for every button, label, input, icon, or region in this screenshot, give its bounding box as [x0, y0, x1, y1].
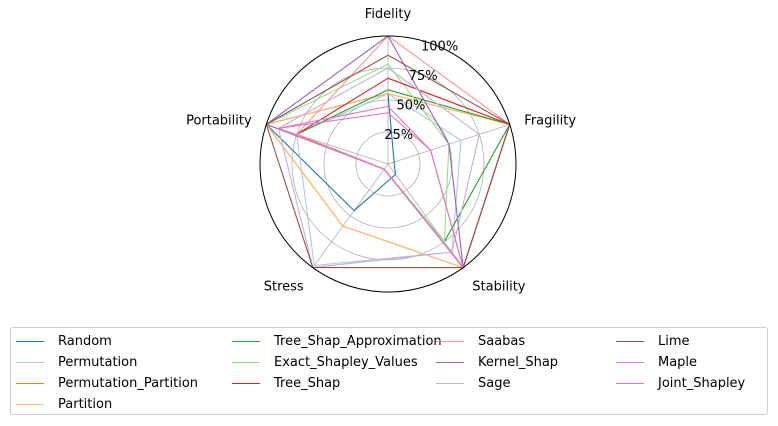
legend-entry: Joint_Shapley	[616, 373, 745, 393]
legend-entry: Saabas	[436, 331, 525, 351]
axis-label: Fidelity	[365, 7, 412, 22]
legend-swatch	[232, 382, 260, 384]
legend-label: Permutation_Partition	[58, 375, 199, 391]
radial-tick-label: 100%	[421, 39, 458, 54]
legend-swatch	[616, 340, 644, 342]
axis-label: Fragility	[524, 113, 576, 128]
legend-label: Kernel_Shap	[478, 354, 559, 370]
legend-swatch	[436, 340, 464, 342]
series-line	[264, 63, 450, 244]
series-line	[295, 35, 511, 269]
legend-label: Lime	[658, 333, 690, 349]
legend-swatch	[436, 361, 464, 363]
legend-entry: Sage	[436, 373, 510, 393]
legend-swatch	[616, 361, 644, 363]
legend-label: Maple	[658, 354, 698, 370]
axis-spokes	[266, 36, 510, 268]
radar-chart: Fidelity Fragility Stability Stress Portabil…	[186, 7, 576, 294]
series-line	[296, 92, 462, 267]
legend-entry: Lime	[616, 331, 690, 351]
legend-label: Tree_Shap	[274, 375, 341, 391]
legend: Random Permutation Permutation_Partition Pa…	[10, 327, 768, 415]
legend-entry: Tree_Shap	[232, 373, 340, 393]
series-line	[265, 54, 511, 269]
axis-label: Stress	[264, 279, 304, 294]
radial-tick-label: 50%	[397, 98, 426, 113]
legend-swatch	[232, 361, 260, 363]
legend-entry: Kernel_Shap	[436, 352, 558, 372]
legend-entry: Permutation_Partition	[16, 373, 198, 393]
legend-label: Permutation	[58, 354, 138, 370]
legend-label: Partition	[58, 396, 113, 412]
axis-spoke	[312, 163, 389, 268]
legend-entry: Maple	[616, 352, 697, 372]
legend-label: Tree_Shap_Approximation	[274, 333, 442, 349]
axis-label: Stability	[472, 279, 526, 294]
axis-label: Portability	[186, 113, 252, 128]
legend-swatch	[616, 382, 644, 384]
outer-ring	[259, 35, 517, 293]
series-line	[277, 67, 480, 269]
legend-label: Sage	[478, 375, 511, 391]
legend-swatch	[16, 382, 44, 384]
radial-tick-labels: 25% 50% 75% 100%	[384, 39, 458, 143]
axis-spoke	[387, 163, 464, 268]
legend-label: Joint_Shapley	[658, 375, 746, 391]
legend-swatch	[16, 361, 44, 363]
legend-entry: Random	[16, 331, 112, 351]
legend-entry: Exact_Shapley_Values	[232, 352, 418, 372]
legend-entry: Tree_Shap_Approximation	[232, 331, 442, 351]
legend-swatch	[16, 403, 44, 405]
legend-swatch	[16, 340, 44, 342]
radial-tick-label: 25%	[384, 128, 413, 143]
series-line	[265, 93, 511, 269]
series-line	[276, 112, 464, 268]
radial-tick-label: 75%	[409, 69, 438, 84]
series-polygons	[264, 35, 511, 270]
legend-swatch	[436, 382, 464, 384]
legend-entry: Partition	[16, 394, 112, 414]
legend-entry: Permutation	[16, 352, 137, 372]
legend-swatch	[232, 340, 260, 342]
legend-label: Random	[58, 333, 112, 349]
legend-label: Saabas	[478, 333, 526, 349]
legend-label: Exact_Shapley_Values	[274, 354, 418, 370]
axis-labels: Fidelity Fragility Stability Stress Portabil…	[186, 7, 576, 294]
